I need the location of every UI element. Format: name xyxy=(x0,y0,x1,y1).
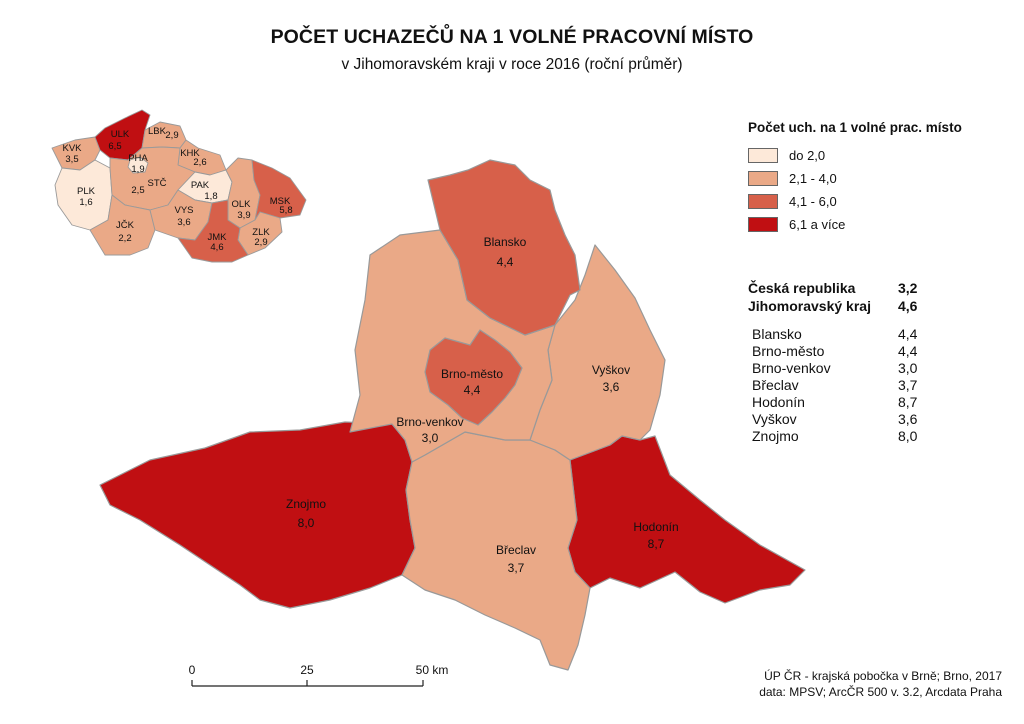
summary-value: 4,6 xyxy=(898,298,918,314)
label-brno-mesto-name: Brno-město xyxy=(441,367,503,381)
district-value: 3,7 xyxy=(898,377,918,393)
legend-swatch xyxy=(748,148,778,163)
summary-name: Jihomoravský kraj xyxy=(748,298,871,314)
legend-item: 6,1 a více xyxy=(748,213,962,236)
district-value: 8,7 xyxy=(898,394,918,410)
inset-jmk-value: 4,6 xyxy=(210,242,223,253)
label-blansko-name: Blansko xyxy=(484,235,527,249)
inset-lbk-value: 2,9 xyxy=(165,130,178,141)
inset-olk-value: 3,9 xyxy=(237,210,250,221)
legend-swatch xyxy=(748,194,778,209)
inset-jck-value: 2,2 xyxy=(118,233,131,244)
legend-item: 2,1 - 4,0 xyxy=(748,167,962,190)
inset-plk-value: 1,6 xyxy=(79,197,92,208)
label-blansko-value: 4,4 xyxy=(497,255,514,269)
district-labels: Blansko 4,4 Brno-město 4,4 Brno-venkov 3… xyxy=(286,235,679,575)
inset-khk-value: 2,6 xyxy=(193,157,206,168)
legend-label: do 2,0 xyxy=(789,148,826,163)
district-value: 4,4 xyxy=(898,326,918,342)
label-brno-venkov-value: 3,0 xyxy=(422,431,439,445)
label-brno-venkov-name: Brno-venkov xyxy=(396,415,463,429)
inset-plk-code: PLK xyxy=(77,186,96,197)
inset-jck-code: JČK xyxy=(116,220,135,231)
district-name: Znojmo xyxy=(752,428,799,444)
label-hodonin-name: Hodonín xyxy=(633,520,678,534)
district-value: 4,4 xyxy=(898,343,918,359)
inset-msk-code: MSK xyxy=(270,196,291,207)
legend: Počet uch. na 1 volné prac. místo do 2,0… xyxy=(748,120,962,236)
district-name: Hodonín xyxy=(752,394,805,410)
inset-kvk-code: KVK xyxy=(62,143,82,154)
inset-zlk-code: ZLK xyxy=(252,227,270,238)
district-name: Brno-venkov xyxy=(752,360,831,376)
inset-vys-value: 3,6 xyxy=(177,217,190,228)
inset-pak-code: PAK xyxy=(191,180,210,191)
district-table: Blansko 4,4 Brno-město 4,4 Brno-venkov 3,0 … xyxy=(752,326,917,445)
district-row: Hodonín 8,7 xyxy=(752,394,917,411)
inset-ulk-code: ULK xyxy=(111,129,130,140)
district-name: Břeclav xyxy=(752,377,799,393)
inset-pha-code: PHA xyxy=(128,153,148,164)
label-vyskov-value: 3,6 xyxy=(603,380,620,394)
district-name: Blansko xyxy=(752,326,802,342)
legend-label: 4,1 - 6,0 xyxy=(789,194,837,209)
inset-khk-code: KHK xyxy=(180,148,200,159)
summary-table: Česká republika 3,2 Jihomoravský kraj 4,… xyxy=(748,280,917,316)
label-hodonin-value: 8,7 xyxy=(648,537,665,551)
credits-line-2: data: MPSV; ArcČR 500 v. 3.2, Arcdata Pr… xyxy=(759,685,1002,699)
summary-value: 3,2 xyxy=(898,280,918,296)
district-name: Brno-město xyxy=(752,343,825,359)
legend-swatch xyxy=(748,171,778,186)
label-breclav-name: Břeclav xyxy=(496,543,536,557)
legend-title: Počet uch. na 1 volné prac. místo xyxy=(748,120,962,135)
legend-swatch xyxy=(748,217,778,232)
inset-msk-value: 5,8 xyxy=(279,205,292,216)
district-brno-mesto[interactable] xyxy=(424,329,523,426)
district-row: Břeclav 3,7 xyxy=(752,377,917,394)
summary-row: Jihomoravský kraj 4,6 xyxy=(748,298,917,316)
legend-label: 2,1 - 4,0 xyxy=(789,171,837,186)
legend-label: 6,1 a více xyxy=(789,217,846,232)
inset-kvk-value: 3,5 xyxy=(65,154,78,165)
inset-ulk-value: 6,5 xyxy=(108,141,121,152)
credits-line-1: ÚP ČR - krajská pobočka v Brně; Brno, 20… xyxy=(764,669,1002,683)
legend-item: 4,1 - 6,0 xyxy=(748,190,962,213)
map-title: POČET UCHAZEČŮ NA 1 VOLNÉ PRACOVNÍ MÍSTO xyxy=(270,26,754,48)
district-value: 3,0 xyxy=(898,360,918,376)
credits: ÚP ČR - krajská pobočka v Brně; Brno, 20… xyxy=(759,668,1002,700)
inset-lbk-code: LBK xyxy=(148,126,167,137)
district-row: Brno-venkov 3,0 xyxy=(752,360,917,377)
district-row: Brno-město 4,4 xyxy=(752,343,917,360)
legend-item: do 2,0 xyxy=(748,144,962,167)
label-znojmo-name: Znojmo xyxy=(286,497,326,511)
region-pha[interactable] xyxy=(127,156,149,174)
label-vyskov-name: Vyškov xyxy=(592,363,630,377)
label-breclav-value: 3,7 xyxy=(508,561,525,575)
map-subtitle: v Jihomoravském kraji v roce 2016 (roční… xyxy=(341,56,683,73)
district-blansko[interactable] xyxy=(427,159,581,336)
inset-stc-code: STČ xyxy=(148,178,167,189)
inset-vys-code: VYS xyxy=(174,205,193,216)
district-value: 8,0 xyxy=(898,428,918,444)
label-znojmo-value: 8,0 xyxy=(298,516,315,530)
region-jmk[interactable] xyxy=(177,199,249,263)
inset-pak-value: 1,8 xyxy=(204,191,217,202)
inset-olk-code: OLK xyxy=(231,199,251,210)
inset-zlk-value: 2,9 xyxy=(254,237,267,248)
district-name: Vyškov xyxy=(752,411,797,427)
inset-pha-value: 1,9 xyxy=(131,164,144,175)
summary-row: Česká republika 3,2 xyxy=(748,280,917,298)
label-brno-mesto-value: 4,4 xyxy=(464,383,481,397)
inset-labels: KVK 3,5 ULK 6,5 LBK 2,9 PHA 1,9 KHK 2,6 … xyxy=(62,126,292,253)
district-row: Znojmo 8,0 xyxy=(752,428,917,445)
summary-name: Česká republika xyxy=(748,280,856,296)
district-value: 3,6 xyxy=(898,411,918,427)
district-row: Blansko 4,4 xyxy=(752,326,917,343)
inset-jmk-code: JMK xyxy=(208,232,228,243)
district-row: Vyškov 3,6 xyxy=(752,411,917,428)
inset-stc-value: 2,5 xyxy=(131,185,144,196)
